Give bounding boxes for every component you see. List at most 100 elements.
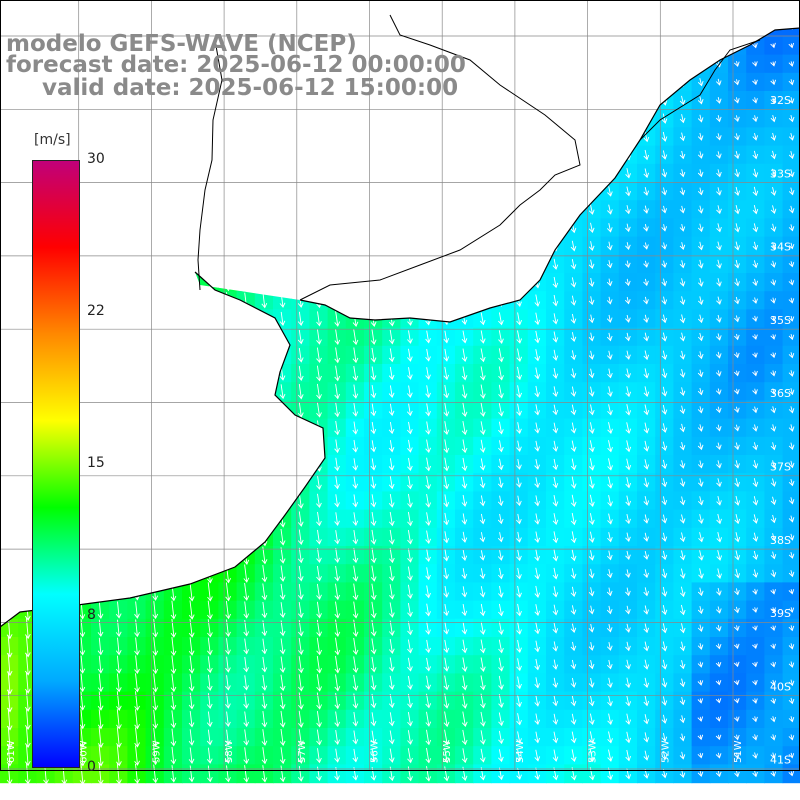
wind-cell [182, 145, 201, 165]
wind-arrow [788, 697, 795, 705]
wind-cell [0, 327, 19, 347]
wind-arrow [643, 605, 650, 615]
wind-arrow [316, 383, 322, 400]
wind-arrow [734, 752, 740, 759]
wind-arrow [316, 129, 322, 145]
wind-cell [91, 527, 110, 547]
wind-arrow [479, 639, 486, 654]
wind-arrow [770, 442, 777, 451]
wind-arrow [607, 368, 613, 379]
wind-cell [436, 291, 456, 310]
wind-arrow [479, 384, 486, 399]
wind-cell [546, 28, 565, 37]
wind-arrow [588, 422, 595, 434]
wind-arrow [661, 278, 668, 287]
wind-arrow [770, 661, 777, 668]
wind-cell [491, 254, 511, 274]
wind-cell [746, 28, 765, 37]
wind-arrow [316, 202, 322, 218]
wind-arrow [352, 365, 359, 382]
wind-arrow [461, 531, 468, 543]
wind-cell [509, 200, 529, 219]
wind-cell [527, 182, 547, 201]
wind-arrow [188, 128, 195, 146]
wind-cell [345, 163, 365, 183]
wind-cell [236, 254, 256, 274]
wind-arrow [188, 273, 195, 292]
wind-arrow [334, 512, 340, 526]
wind-arrow [497, 568, 504, 580]
wind-arrow [6, 145, 13, 165]
wind-cell [473, 91, 492, 110]
wind-arrow [588, 259, 595, 270]
wind-arrow [697, 496, 704, 506]
wind-arrow [406, 39, 413, 52]
wind-cell [455, 291, 474, 310]
wind-arrow [443, 185, 450, 198]
wind-arrow [79, 127, 86, 147]
wind-arrow [679, 350, 686, 360]
wind-arrow [425, 639, 431, 654]
wind-cell [145, 455, 165, 474]
wind-arrow [225, 200, 231, 219]
wind-cell [328, 0, 347, 19]
wind-arrow [443, 221, 450, 235]
wind-arrow [516, 676, 522, 690]
wind-arrow [297, 456, 304, 473]
wind-arrow [134, 763, 141, 784]
wind-arrow [697, 716, 704, 722]
wind-arrow [534, 113, 540, 124]
wind-arrow [206, 237, 213, 255]
wind-arrow [534, 76, 541, 89]
wind-arrow [6, 527, 13, 547]
wind-arrow [552, 495, 559, 507]
wind-cell [127, 291, 147, 310]
wind-cell [509, 254, 529, 274]
wind-arrow [788, 424, 795, 432]
wind-arrow [279, 620, 286, 637]
wind-arrow [225, 384, 231, 400]
wind-cell [254, 418, 274, 438]
wind-arrow [334, 420, 341, 436]
wind-arrow [498, 767, 504, 781]
wind-arrow [79, 454, 86, 475]
wind-arrow [607, 204, 613, 215]
wind-cell [345, 127, 365, 147]
wind-arrow [370, 440, 377, 453]
wind-cell [782, 218, 800, 238]
wind-cell [546, 54, 565, 74]
wind-arrow [498, 94, 504, 107]
wind-cell [710, 0, 729, 19]
wind-arrow [752, 770, 758, 778]
wind-arrow [679, 223, 686, 232]
wind-arrow [334, 655, 341, 674]
wind-arrow [788, 97, 795, 104]
wind-arrow [206, 219, 213, 237]
wind-arrow [97, 508, 104, 530]
wind-arrow [370, 675, 377, 691]
wind-arrow [279, 547, 286, 564]
wind-cell [182, 564, 201, 583]
wind-arrow [170, 109, 177, 129]
wind-arrow [479, 568, 486, 580]
lat-label: 37S [770, 461, 791, 474]
wind-arrow [588, 386, 595, 397]
wind-arrow [316, 529, 322, 545]
wind-arrow [134, 691, 141, 711]
wind-arrow [661, 77, 668, 88]
wind-arrow [770, 752, 777, 759]
wind-arrow [134, 673, 140, 693]
wind-arrow [334, 202, 341, 217]
wind-arrow [443, 330, 450, 344]
wind-arrow [625, 605, 631, 615]
wind-arrow [370, 28, 377, 35]
wind-arrow [607, 113, 613, 125]
wind-arrow [115, 382, 122, 402]
wind-arrow [279, 456, 286, 473]
wind-arrow [498, 4, 503, 15]
wind-cell [455, 182, 474, 201]
wind-arrow [316, 748, 322, 764]
wind-arrow [479, 476, 486, 489]
wind-cell [127, 418, 147, 438]
colorbar-tick-30: 30 [87, 151, 105, 167]
